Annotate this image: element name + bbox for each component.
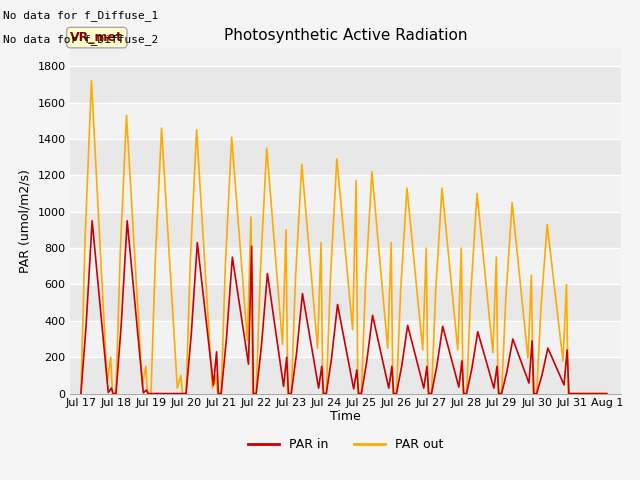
Bar [70,139,621,175]
Bar [70,321,621,357]
Bar [70,212,621,248]
Bar [70,248,621,285]
Text: VR_met: VR_met [70,31,124,44]
Bar [70,285,621,321]
Bar [70,103,621,139]
Bar [70,175,621,212]
Y-axis label: PAR (umol/m2/s): PAR (umol/m2/s) [19,169,32,273]
Bar [70,357,621,394]
Text: No data for f_Diffuse_1: No data for f_Diffuse_1 [3,10,159,21]
Legend: PAR in, PAR out: PAR in, PAR out [243,433,448,456]
Title: Photosynthetic Active Radiation: Photosynthetic Active Radiation [224,28,467,43]
Text: No data for f_Diffuse_2: No data for f_Diffuse_2 [3,34,159,45]
Bar [70,66,621,103]
X-axis label: Time: Time [330,410,361,423]
